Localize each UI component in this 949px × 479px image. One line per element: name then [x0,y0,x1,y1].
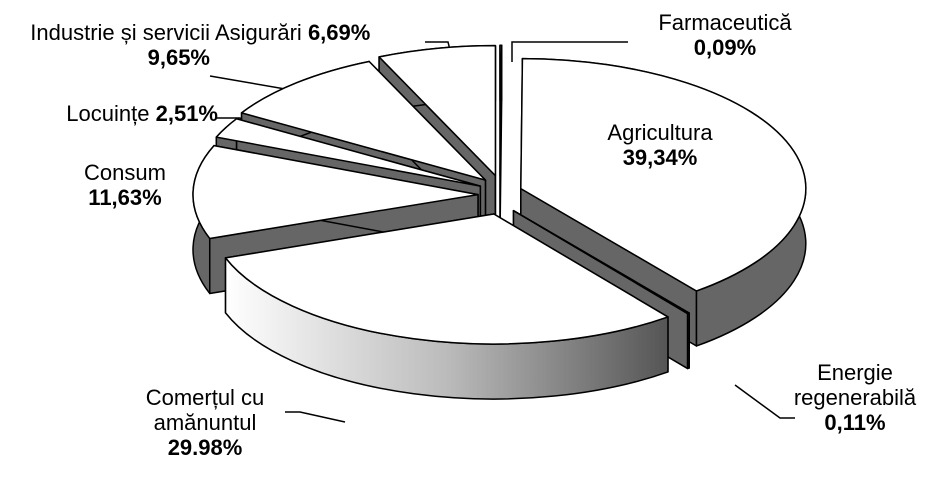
category-label: Farmaceutică [658,10,792,35]
category-label: Industrie și servicii [30,20,210,45]
slice [512,209,690,315]
slice-label: Consum 11,63% [45,160,205,210]
slice [192,144,479,240]
value-label: 2,51% [155,101,218,126]
value-label: 11,63% [88,185,162,210]
category-label: Consum [84,160,166,185]
category-label: Agricultura [607,120,713,145]
slice-label: Locuințe 2,51% [8,101,218,126]
slice-label: Industrie și servicii 9,65% [20,20,210,70]
slice-label: Energie regenerabilă 0,11% [770,360,940,435]
slice-label: Farmaceutică 0,09% [625,10,825,60]
category-label: Energie regenerabilă [793,360,917,410]
slice [240,60,487,181]
category-label: Asigurări [215,20,302,45]
leader-line [734,384,795,419]
slice-label: Agricultura 39,34% [565,120,755,170]
slices [192,44,807,400]
leader-lines [209,41,795,423]
slice [224,213,669,345]
category-label: Comerțul cu amănuntul [145,385,265,435]
slice [499,44,503,176]
slice-label: Asigurări 6,69% [215,20,425,45]
value-label: 6,69% [307,20,371,45]
value-label: 39,34% [622,145,698,170]
slice [378,44,497,177]
slice [520,57,807,292]
leader-line [285,411,346,423]
leader-line [511,41,628,62]
value-label: 9,65% [147,45,210,70]
category-label: Locuințe [66,101,150,126]
slice-label: Comerțul cu amănuntul 29.98% [110,385,300,460]
slice-side [686,312,690,370]
value-label: 0,11% [824,410,886,435]
value-label: 29.98% [167,435,243,460]
value-label: 0,09% [693,35,757,60]
slice [215,118,482,187]
